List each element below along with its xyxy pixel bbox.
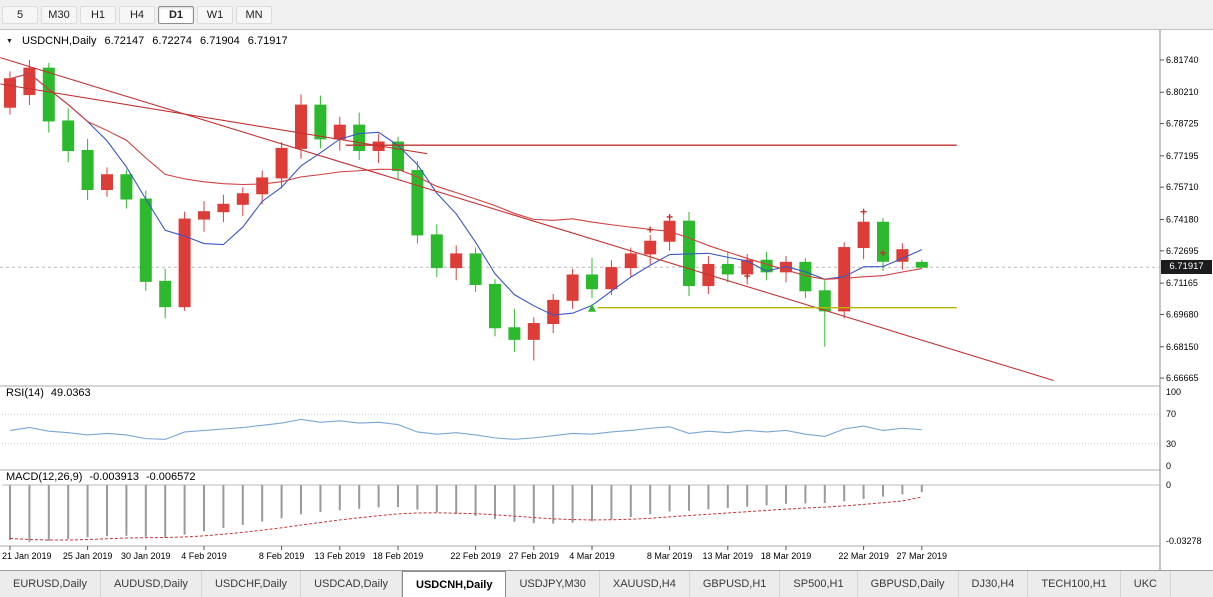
svg-text:6.78725: 6.78725 bbox=[1166, 119, 1199, 129]
svg-text:6.66665: 6.66665 bbox=[1166, 373, 1199, 383]
timeframe-button-mn[interactable]: MN bbox=[236, 5, 272, 24]
timeframe-button-m30[interactable]: M30 bbox=[41, 5, 77, 24]
svg-text:6.80210: 6.80210 bbox=[1166, 87, 1199, 97]
chart-symbol: USDCNH,Daily bbox=[21, 35, 97, 47]
svg-text:0: 0 bbox=[1166, 480, 1171, 490]
chart-title: ▼ USDCNH,Daily 6.72147 6.72274 6.71904 6… bbox=[6, 35, 288, 47]
svg-text:4 Mar 2019: 4 Mar 2019 bbox=[569, 551, 615, 561]
svg-text:6.77195: 6.77195 bbox=[1166, 151, 1199, 161]
tab-eurusd-daily[interactable]: EURUSD,Daily bbox=[0, 571, 101, 597]
tab-usdcad-daily[interactable]: USDCAD,Daily bbox=[301, 571, 403, 597]
tab-audusd-daily[interactable]: AUDUSD,Daily bbox=[100, 571, 202, 597]
macd-signal-value: -0.006572 bbox=[145, 471, 196, 483]
macd-name: MACD(12,26,9) bbox=[6, 471, 83, 483]
tab-gbpusd-daily[interactable]: GBPUSD,Daily bbox=[857, 571, 959, 597]
svg-text:6.68150: 6.68150 bbox=[1166, 342, 1199, 352]
svg-text:6.72695: 6.72695 bbox=[1166, 246, 1199, 256]
rsi-name: RSI(14) bbox=[6, 387, 44, 399]
tab-usdchf-daily[interactable]: USDCHF,Daily bbox=[201, 571, 302, 597]
chart-menu-icon[interactable]: ▼ bbox=[6, 37, 13, 45]
rsi-indicator-label: RSI(14) 49.0363 bbox=[6, 387, 91, 399]
svg-text:6.75710: 6.75710 bbox=[1166, 182, 1199, 192]
macd-indicator-label: MACD(12,26,9) -0.003913 -0.006572 bbox=[6, 471, 196, 483]
chart-tabbar: EURUSD,Daily AUDUSD,Daily USDCHF,Daily USDC… bbox=[0, 570, 1213, 597]
current-price-badge: 6.71917 bbox=[1161, 260, 1212, 275]
svg-text:21 Jan 2019: 21 Jan 2019 bbox=[2, 551, 52, 561]
svg-text:4 Feb 2019: 4 Feb 2019 bbox=[181, 551, 227, 561]
timeframe-button-d1[interactable]: D1 bbox=[158, 5, 194, 24]
svg-text:-0.03278: -0.03278 bbox=[1166, 536, 1202, 546]
svg-text:6.74180: 6.74180 bbox=[1166, 214, 1199, 224]
tab-ukc[interactable]: UKC bbox=[1120, 571, 1171, 597]
tab-usdjpy-m30[interactable]: USDJPY,M30 bbox=[506, 571, 600, 597]
quote-close: 6.71917 bbox=[247, 35, 288, 47]
chart-canvas[interactable]: 6.81740 6.80210 6.78725 6.77195 6.75710 6.741… bbox=[0, 30, 1213, 570]
quote-open: 6.72147 bbox=[104, 35, 145, 47]
quote-high: 6.72274 bbox=[152, 35, 193, 47]
svg-text:70: 70 bbox=[1166, 409, 1176, 419]
tab-sp500-h1[interactable]: SP500,H1 bbox=[780, 571, 858, 597]
svg-text:25 Jan 2019: 25 Jan 2019 bbox=[63, 551, 113, 561]
svg-text:27 Feb 2019: 27 Feb 2019 bbox=[509, 551, 560, 561]
svg-text:30: 30 bbox=[1166, 439, 1176, 449]
tab-gbpusd-h1[interactable]: GBPUSD,H1 bbox=[689, 571, 781, 597]
svg-text:27 Mar 2019: 27 Mar 2019 bbox=[897, 551, 948, 561]
timeframe-button-w1[interactable]: W1 bbox=[197, 5, 233, 24]
svg-text:6.81740: 6.81740 bbox=[1166, 55, 1199, 65]
macd-main-value: -0.003913 bbox=[89, 471, 139, 483]
svg-text:18 Feb 2019: 18 Feb 2019 bbox=[373, 551, 424, 561]
timeframe-button-5[interactable]: 5 bbox=[2, 5, 38, 24]
svg-text:22 Mar 2019: 22 Mar 2019 bbox=[838, 551, 889, 561]
svg-text:6.69680: 6.69680 bbox=[1166, 309, 1199, 319]
svg-text:0: 0 bbox=[1166, 461, 1171, 471]
timeframe-button-h1[interactable]: H1 bbox=[80, 5, 116, 24]
svg-text:30 Jan 2019: 30 Jan 2019 bbox=[121, 551, 171, 561]
svg-text:8 Mar 2019: 8 Mar 2019 bbox=[647, 551, 693, 561]
svg-text:100: 100 bbox=[1166, 387, 1181, 397]
svg-text:6.71165: 6.71165 bbox=[1166, 278, 1198, 288]
timeframe-button-h4[interactable]: H4 bbox=[119, 5, 155, 24]
svg-text:13 Feb 2019: 13 Feb 2019 bbox=[315, 551, 366, 561]
svg-text:22 Feb 2019: 22 Feb 2019 bbox=[450, 551, 501, 561]
tab-xauusd-h4[interactable]: XAUUSD,H4 bbox=[599, 571, 690, 597]
quote-low: 6.71904 bbox=[200, 35, 240, 47]
svg-text:8 Feb 2019: 8 Feb 2019 bbox=[259, 551, 305, 561]
tab-dj30-h4[interactable]: DJ30,H4 bbox=[958, 571, 1029, 597]
timeframe-toolbar: 5 M30 H1 H4 D1 W1 MN bbox=[0, 0, 1213, 30]
tab-usdcnh-daily[interactable]: USDCNH,Daily bbox=[402, 571, 507, 597]
svg-text:18 Mar 2019: 18 Mar 2019 bbox=[761, 551, 812, 561]
tab-tech100-h1[interactable]: TECH100,H1 bbox=[1028, 571, 1121, 597]
svg-text:13 Mar 2019: 13 Mar 2019 bbox=[703, 551, 754, 561]
chart-window: 6.81740 6.80210 6.78725 6.77195 6.75710 6.741… bbox=[0, 30, 1213, 570]
rsi-value: 49.0363 bbox=[50, 387, 91, 399]
